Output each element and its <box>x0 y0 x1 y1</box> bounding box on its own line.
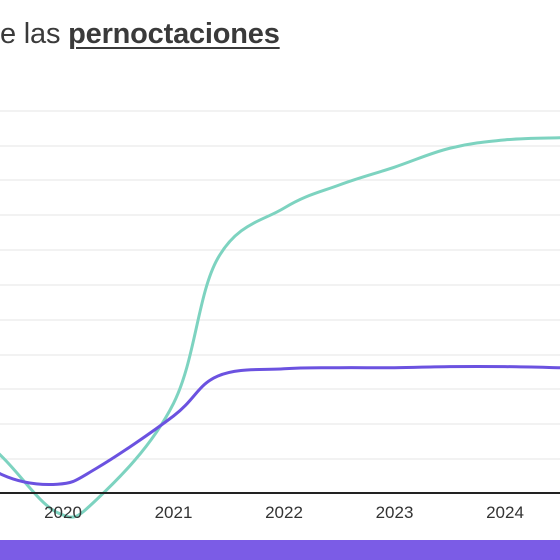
x-tick-label: 2022 <box>265 503 303 522</box>
series-lines <box>0 136 560 519</box>
bottom-bar <box>0 540 560 560</box>
series-line-1 <box>0 136 560 519</box>
x-tick-label: 2023 <box>376 503 414 522</box>
grid-lines <box>0 110 560 460</box>
x-tick-label: 2020 <box>44 503 82 522</box>
title-prefix: e las <box>0 18 69 50</box>
series-line-2 <box>0 365 560 487</box>
x-tick-label: 2021 <box>155 503 193 522</box>
x-axis: 2020 2021 2022 2023 2024 <box>0 492 560 522</box>
x-tick-label: 2024 <box>486 503 524 522</box>
chart-title: e las pernoctaciones <box>0 18 280 51</box>
title-highlight: pernoctaciones <box>68 18 280 50</box>
